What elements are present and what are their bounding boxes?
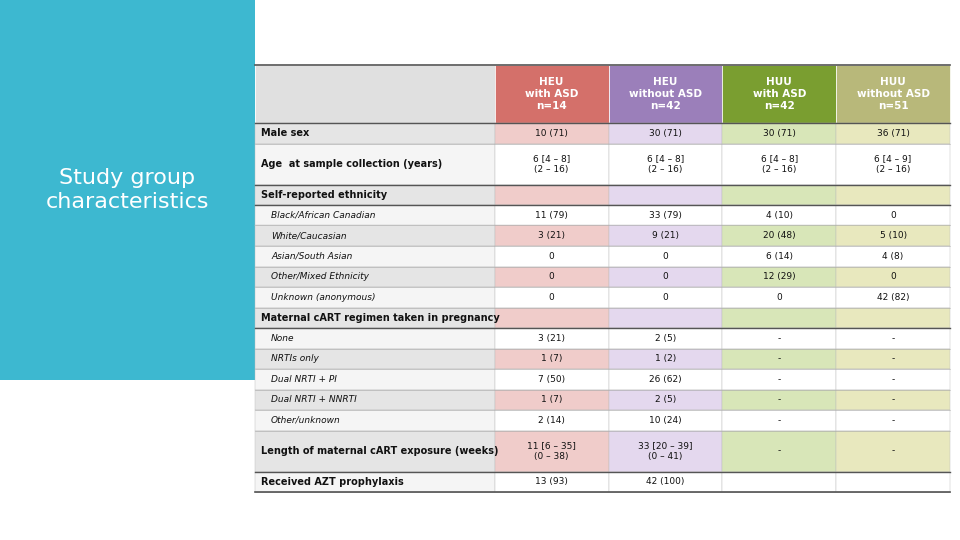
Text: 1 (7): 1 (7) [541, 354, 563, 363]
Text: 6 (14): 6 (14) [766, 252, 793, 261]
Text: 11 (79): 11 (79) [536, 211, 568, 220]
Text: 42 (100): 42 (100) [646, 477, 684, 486]
Text: 0: 0 [549, 293, 555, 302]
Text: -: - [892, 334, 895, 343]
Text: 0: 0 [662, 293, 668, 302]
Text: 30 (71): 30 (71) [763, 129, 796, 138]
Text: 0: 0 [662, 272, 668, 281]
Text: 20 (48): 20 (48) [763, 231, 796, 240]
Text: 10 (24): 10 (24) [649, 416, 682, 425]
Text: -: - [778, 447, 780, 456]
Text: 2 (14): 2 (14) [539, 416, 565, 425]
Text: 0: 0 [662, 252, 668, 261]
Text: Length of maternal cART exposure (weeks): Length of maternal cART exposure (weeks) [261, 446, 498, 456]
Text: Study group
characteristics: Study group characteristics [46, 168, 209, 212]
Text: Dual NRTI + PI: Dual NRTI + PI [271, 375, 337, 384]
Text: -: - [892, 447, 895, 456]
Text: 6 [4 – 8]
(2 – 16): 6 [4 – 8] (2 – 16) [533, 154, 570, 174]
Text: Maternal cART regimen taken in pregnancy: Maternal cART regimen taken in pregnancy [261, 313, 500, 323]
Text: Age  at sample collection (years): Age at sample collection (years) [261, 159, 443, 169]
Text: 3 (21): 3 (21) [539, 334, 565, 343]
Text: 12 (29): 12 (29) [763, 272, 796, 281]
Text: 13 (93): 13 (93) [536, 477, 568, 486]
Text: -: - [778, 334, 780, 343]
Text: 0: 0 [890, 272, 896, 281]
Text: 36 (71): 36 (71) [876, 129, 909, 138]
Text: -: - [892, 375, 895, 384]
Text: 7 (50): 7 (50) [539, 375, 565, 384]
Text: 2 (5): 2 (5) [655, 334, 676, 343]
Text: HEU
without ASD
n=42: HEU without ASD n=42 [629, 77, 702, 111]
Text: Black/African Canadian: Black/African Canadian [271, 211, 375, 220]
Text: Dual NRTI + NNRTI: Dual NRTI + NNRTI [271, 395, 357, 404]
Text: Unknown (anonymous): Unknown (anonymous) [271, 293, 375, 302]
Text: -: - [778, 354, 780, 363]
Text: 10 (71): 10 (71) [536, 129, 568, 138]
Text: Other/Mixed Ethnicity: Other/Mixed Ethnicity [271, 272, 369, 281]
Text: 26 (62): 26 (62) [649, 375, 682, 384]
Text: 0: 0 [549, 272, 555, 281]
Text: 33 [20 – 39]
(0 – 41): 33 [20 – 39] (0 – 41) [638, 441, 693, 461]
Text: 1 (7): 1 (7) [541, 395, 563, 404]
Text: Male sex: Male sex [261, 128, 309, 138]
Text: Other/unknown: Other/unknown [271, 416, 341, 425]
Text: 6 [4 – 9]
(2 – 16): 6 [4 – 9] (2 – 16) [875, 154, 912, 174]
Text: HUU
without ASD
n=51: HUU without ASD n=51 [856, 77, 929, 111]
Text: 0: 0 [890, 211, 896, 220]
Text: 3 (21): 3 (21) [539, 231, 565, 240]
Text: -: - [892, 395, 895, 404]
Text: -: - [778, 375, 780, 384]
Text: 30 (71): 30 (71) [649, 129, 682, 138]
Text: Received AZT prophylaxis: Received AZT prophylaxis [261, 477, 404, 487]
Text: None: None [271, 334, 295, 343]
Text: 2 (5): 2 (5) [655, 395, 676, 404]
Text: 0: 0 [777, 293, 782, 302]
Text: White/Caucasian: White/Caucasian [271, 231, 347, 240]
Text: 4 (8): 4 (8) [882, 252, 903, 261]
Text: 6 [4 – 8]
(2 – 16): 6 [4 – 8] (2 – 16) [647, 154, 684, 174]
Text: -: - [778, 395, 780, 404]
Text: 1 (2): 1 (2) [655, 354, 676, 363]
Text: 9 (21): 9 (21) [652, 231, 679, 240]
Text: 4 (10): 4 (10) [766, 211, 793, 220]
Text: -: - [892, 416, 895, 425]
Text: HEU
with ASD
n=14: HEU with ASD n=14 [525, 77, 578, 111]
Text: 42 (82): 42 (82) [876, 293, 909, 302]
Text: 11 [6 – 35]
(0 – 38): 11 [6 – 35] (0 – 38) [527, 441, 576, 461]
Text: HUU
with ASD
n=42: HUU with ASD n=42 [753, 77, 806, 111]
Text: -: - [778, 416, 780, 425]
Text: Self-reported ethnicity: Self-reported ethnicity [261, 190, 387, 200]
Text: Asian/South Asian: Asian/South Asian [271, 252, 352, 261]
Text: 5 (10): 5 (10) [879, 231, 906, 240]
Text: 33 (79): 33 (79) [649, 211, 682, 220]
Text: -: - [892, 354, 895, 363]
Text: NRTIs only: NRTIs only [271, 354, 319, 363]
Text: 0: 0 [549, 252, 555, 261]
Text: 6 [4 – 8]
(2 – 16): 6 [4 – 8] (2 – 16) [760, 154, 798, 174]
